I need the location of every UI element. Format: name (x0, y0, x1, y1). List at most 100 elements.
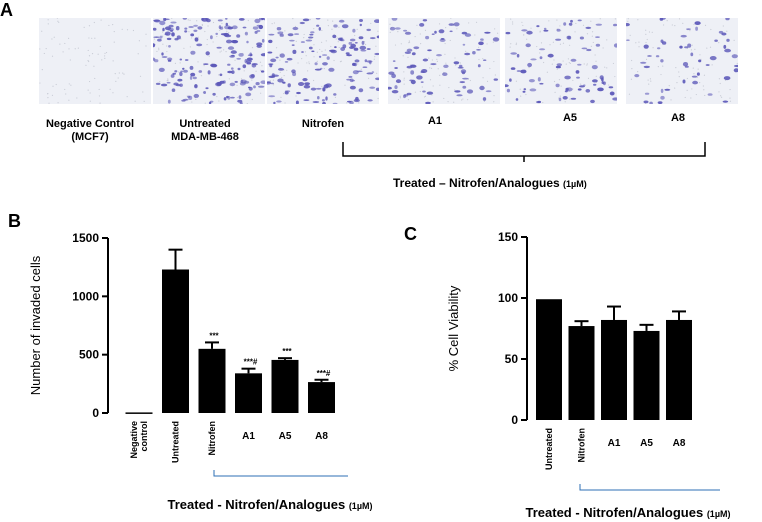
stained-cell (168, 24, 174, 28)
membrane-pore (179, 62, 181, 64)
membrane-pore (586, 64, 588, 66)
membrane-pore (94, 77, 96, 80)
stained-cell (426, 91, 434, 95)
membrane-pore (316, 60, 318, 62)
stained-cell (705, 64, 710, 66)
stained-cell (660, 18, 666, 20)
membrane-pore (316, 51, 318, 53)
membrane-pore (126, 96, 128, 98)
membrane-pore (97, 53, 99, 55)
membrane-pore (515, 80, 518, 82)
membrane-pore (445, 62, 447, 64)
membrane-pore (189, 19, 191, 21)
stained-cell (691, 75, 698, 78)
membrane-pore (374, 56, 376, 58)
membrane-pore (89, 92, 91, 94)
stained-cell (453, 61, 460, 65)
micrograph-negative-control (39, 18, 151, 104)
stained-cell (556, 28, 561, 32)
stained-cell (217, 19, 223, 22)
membrane-pore (462, 98, 464, 100)
membrane-pore (525, 93, 527, 96)
stained-cell (245, 92, 252, 97)
membrane-pore (414, 91, 417, 93)
stained-cell (189, 65, 194, 70)
membrane-pore (62, 51, 64, 53)
stained-cell (339, 37, 344, 41)
membrane-pore (319, 48, 321, 51)
membrane-pore (134, 100, 136, 102)
stained-cell (359, 23, 362, 27)
membrane-pore (271, 23, 273, 25)
membrane-pore (453, 101, 455, 103)
membrane-pore (139, 75, 142, 77)
stained-cell (238, 95, 242, 99)
membrane-pore (720, 96, 723, 98)
stained-cell (275, 56, 279, 59)
membrane-pore (718, 42, 720, 44)
stained-cell (237, 99, 243, 103)
stained-cell (183, 69, 188, 73)
stained-cell (523, 88, 527, 91)
membrane-pore (273, 22, 275, 24)
stained-cell (273, 101, 276, 104)
membrane-pore (47, 23, 49, 25)
membrane-pore (104, 52, 106, 54)
membrane-pore (174, 62, 177, 64)
membrane-pore (162, 43, 164, 45)
significance-label: *** (209, 331, 219, 340)
membrane-pore (228, 78, 230, 80)
membrane-pore (416, 24, 418, 26)
membrane-pore (109, 88, 111, 90)
membrane-pore (226, 30, 228, 32)
stained-cell (556, 63, 562, 67)
stained-cell (722, 100, 729, 103)
stained-cell (349, 85, 356, 90)
membrane-pore (586, 63, 588, 65)
caption-line: A8 (670, 112, 686, 124)
stained-cell (647, 55, 652, 57)
bar (601, 319, 627, 420)
membrane-pore (338, 46, 340, 49)
stained-cell (590, 99, 595, 104)
membrane-pore (117, 77, 119, 79)
treated-label-unit: (1µM) (563, 179, 587, 189)
stained-cell (322, 101, 326, 104)
stained-cell (403, 29, 408, 32)
bar (308, 382, 335, 413)
stained-cell (207, 70, 211, 75)
stained-cell (268, 95, 276, 98)
stained-cell (601, 81, 605, 84)
x-tick-label-line: control (139, 421, 149, 452)
membrane-pore (344, 84, 346, 86)
membrane-pore (126, 29, 129, 31)
caption-untreated: Untreated MDA-MB-468 (150, 118, 260, 144)
stained-cell (686, 28, 691, 30)
membrane-pore (187, 19, 189, 21)
membrane-pore (358, 102, 360, 104)
stained-cell (220, 33, 228, 36)
membrane-pore (548, 20, 550, 22)
membrane-pore (228, 31, 230, 34)
membrane-pore (39, 48, 41, 50)
membrane-pore (394, 44, 397, 46)
micrograph-image (626, 18, 738, 104)
stained-cell (684, 65, 689, 68)
stained-cell (316, 24, 320, 27)
membrane-pore (567, 58, 570, 60)
stained-cell (162, 27, 165, 32)
membrane-pore (424, 29, 427, 31)
caption-negative-control: Negative Control (MCF7) (30, 118, 150, 144)
membrane-pore (313, 28, 315, 30)
stained-cell (309, 33, 314, 36)
stained-cell (352, 63, 356, 66)
membrane-pore (220, 50, 222, 52)
membrane-pore (312, 79, 315, 82)
membrane-pore (308, 62, 310, 65)
membrane-pore (666, 20, 668, 22)
membrane-pore (223, 49, 225, 51)
y-tick-label: 1500 (72, 231, 99, 245)
stained-cell (696, 72, 700, 76)
membrane-pore (113, 30, 115, 33)
membrane-pore (363, 40, 366, 43)
